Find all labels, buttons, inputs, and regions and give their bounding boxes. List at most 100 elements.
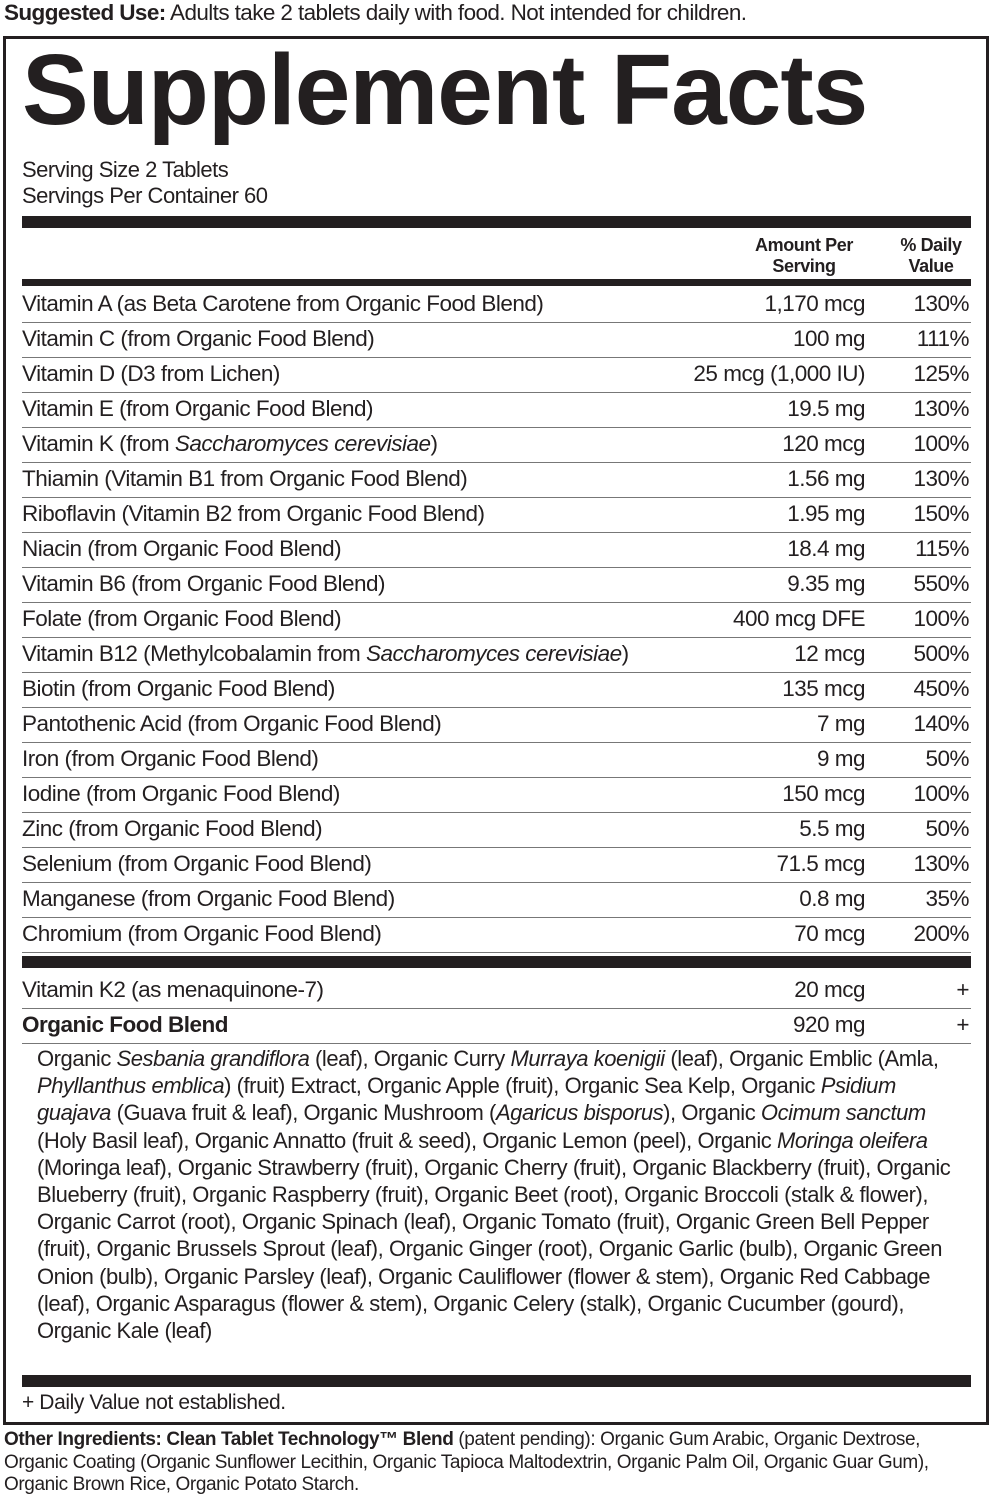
text-segment: Selenium (from Organic Food Blend) <box>22 851 372 876</box>
nutrient-row: Vitamin B6 (from Organic Food Blend) 9.35… <box>22 567 971 603</box>
text-segment: ), Organic <box>663 1100 761 1126</box>
text-segment: Psidium guajava <box>37 1073 896 1126</box>
nutrient-row: Vitamin K (from Saccharomyces cerevisiae… <box>22 427 971 463</box>
nutrient-amount: 7 mg <box>816 711 866 736</box>
nutrient-amount: 100 mg <box>792 326 866 351</box>
dv-header-line: Value <box>908 256 954 276</box>
nutrient-amount: 5.5 mg <box>799 816 865 841</box>
nutrient-amount: 20 mcg <box>794 977 865 1002</box>
text-segment: ) (fruit) Extract, Organic Apple (fruit)… <box>224 1073 821 1099</box>
nutrient-amount: 19.5 mg <box>787 396 865 421</box>
text-segment: (Guava fruit & leaf), Organic Mushroom ( <box>110 1100 497 1126</box>
nutrient-name: Vitamin B12 (Methylcobalamin from Saccha… <box>22 641 629 667</box>
nutrient-name: Selenium (from Organic Food Blend) <box>22 851 372 877</box>
nutrient-row: Organic Food Blend 920 mg + <box>22 1008 971 1044</box>
dv-column-header: % Daily Value <box>886 235 976 277</box>
nutrient-daily-value: 50% <box>925 746 969 771</box>
nutrient-name: Niacin (from Organic Food Blend) <box>22 536 342 562</box>
blend-ingredients: Organic Sesbania grandiflora (leaf), Org… <box>37 1045 972 1344</box>
text-segment: Manganese (from Organic Food Blend) <box>22 886 395 911</box>
nutrient-row: Riboflavin (Vitamin B2 from Organic Food… <box>22 497 971 533</box>
nutrient-row: Selenium (from Organic Food Blend) 71.5 m… <box>22 847 971 883</box>
nutrient-amount: 1,170 mcg <box>764 291 865 316</box>
nutrient-amount: 120 mcg <box>782 431 865 456</box>
text-segment: Niacin (from Organic Food Blend) <box>22 536 342 561</box>
nutrient-name: Riboflavin (Vitamin B2 from Organic Food… <box>22 501 485 527</box>
text-segment: Vitamin B12 (Methylcobalamin from <box>22 641 366 666</box>
nutrient-name: Iron (from Organic Food Blend) <box>22 746 319 772</box>
nutrient-name: Iodine (from Organic Food Blend) <box>22 781 340 807</box>
nutrient-amount: 1.56 mg <box>787 466 865 491</box>
nutrient-daily-value: 150% <box>913 501 969 526</box>
nutrient-amount: 9 mg <box>816 746 866 771</box>
nutrient-name: Vitamin K (from Saccharomyces cerevisiae… <box>22 431 438 457</box>
text-segment: Vitamin K2 (as menaquinone-7) <box>22 977 324 1002</box>
amount-header-line: Serving <box>772 256 836 276</box>
text-segment: Saccharomyces cerevisiae <box>365 641 622 666</box>
nutrient-row: Niacin (from Organic Food Blend) 18.4 mg 1… <box>22 532 971 568</box>
nutrient-row: Chromium (from Organic Food Blend) 70 mcg… <box>22 917 971 953</box>
other-ingredients: Other Ingredients: Clean Tablet Technolo… <box>4 1429 979 1497</box>
nutrient-daily-value: 100% <box>913 606 969 631</box>
nutrient-daily-value: 200% <box>913 921 969 946</box>
nutrient-row: Folate (from Organic Food Blend) 400 mcg … <box>22 602 971 638</box>
text-segment: Ocimum sanctum <box>760 1100 926 1126</box>
nutrient-amount: 9.35 mg <box>787 571 865 596</box>
text-segment: Vitamin B6 (from Organic Food Blend) <box>22 571 386 596</box>
text-segment: Vitamin C (from Organic Food Blend) <box>22 326 375 351</box>
nutrient-daily-value: 35% <box>925 886 969 911</box>
dv-header-line: % Daily <box>900 235 962 255</box>
nutrient-row: Vitamin K2 (as menaquinone-7) 20 mcg + <box>22 973 971 1009</box>
thick-divider <box>22 216 971 228</box>
nutrient-name: Vitamin A (as Beta Carotene from Organic… <box>22 291 544 317</box>
text-segment: Thiamin (Vitamin B1 from Organic Food Bl… <box>22 466 468 491</box>
nutrient-row: Thiamin (Vitamin B1 from Organic Food Bl… <box>22 462 971 498</box>
nutrient-daily-value: + <box>956 977 969 1002</box>
text-segment: Agaricus bisporus <box>495 1100 664 1126</box>
nutrient-name: Folate (from Organic Food Blend) <box>22 606 342 632</box>
text-segment: Sesbania grandiflora <box>116 1046 310 1071</box>
nutrient-amount: 25 mcg (1,000 IU) <box>693 361 865 386</box>
text-segment: Biotin (from Organic Food Blend) <box>22 676 335 701</box>
other-ingredients-text: (patent pending): Organic Gum Arabic, Or… <box>4 1429 929 1495</box>
text-segment: Organic Food Blend <box>22 1012 229 1037</box>
nutrient-name: Vitamin B6 (from Organic Food Blend) <box>22 571 386 597</box>
nutrient-daily-value: 130% <box>913 291 969 316</box>
text-segment: (leaf), Organic Emblic (Amla, <box>664 1046 939 1071</box>
text-segment: Saccharomyces cerevisiae <box>174 431 431 456</box>
text-segment: ) <box>430 431 438 456</box>
text-segment: Vitamin E (from Organic Food Blend) <box>22 396 373 421</box>
nutrient-amount: 71.5 mcg <box>776 851 865 876</box>
footnote: + Daily Value not established. <box>22 1391 286 1414</box>
nutrient-amount: 70 mcg <box>794 921 865 946</box>
nutrient-name: Vitamin C (from Organic Food Blend) <box>22 326 375 352</box>
nutrient-name: Thiamin (Vitamin B1 from Organic Food Bl… <box>22 466 468 492</box>
text-segment: Riboflavin (Vitamin B2 from Organic Food… <box>22 501 485 526</box>
nutrient-row: Vitamin B12 (Methylcobalamin from Saccha… <box>22 637 971 673</box>
nutrient-name: Manganese (from Organic Food Blend) <box>22 886 395 912</box>
nutrient-name: Vitamin E (from Organic Food Blend) <box>22 396 373 422</box>
nutrient-name: Biotin (from Organic Food Blend) <box>22 676 335 702</box>
nutrient-row: Zinc (from Organic Food Blend) 5.5 mg 50% <box>22 812 971 848</box>
nutrient-name: Vitamin K2 (as menaquinone-7) <box>22 977 324 1003</box>
nutrient-amount: 0.8 mg <box>799 886 865 911</box>
nutrient-amount: 135 mcg <box>782 676 865 701</box>
nutrient-daily-value: 130% <box>913 851 969 876</box>
nutrient-amount: 1.95 mg <box>787 501 865 526</box>
text-segment: Iron (from Organic Food Blend) <box>22 746 319 771</box>
nutrient-row: Biotin (from Organic Food Blend) 135 mcg 4… <box>22 672 971 708</box>
nutrient-row: Iodine (from Organic Food Blend) 150 mcg 1… <box>22 777 971 813</box>
text-segment: Iodine (from Organic Food Blend) <box>22 781 340 806</box>
nutrient-daily-value: 140% <box>913 711 969 736</box>
servings-per-container: Servings Per Container 60 <box>22 183 268 208</box>
nutrient-amount: 150 mcg <box>782 781 865 806</box>
nutrient-daily-value: + <box>956 1012 969 1037</box>
text-segment: Folate (from Organic Food Blend) <box>22 606 342 631</box>
text-segment: Chromium (from Organic Food Blend) <box>22 921 382 946</box>
nutrient-row: Vitamin E (from Organic Food Blend) 19.5 … <box>22 392 971 428</box>
nutrient-name: Zinc (from Organic Food Blend) <box>22 816 323 842</box>
nutrient-row: Vitamin D (D3 from Lichen) 25 mcg (1,000 … <box>22 357 971 393</box>
text-segment: Vitamin D (D3 from Lichen) <box>22 361 280 386</box>
nutrient-name: Chromium (from Organic Food Blend) <box>22 921 382 947</box>
text-segment: Phyllanthus emblica <box>37 1073 225 1099</box>
